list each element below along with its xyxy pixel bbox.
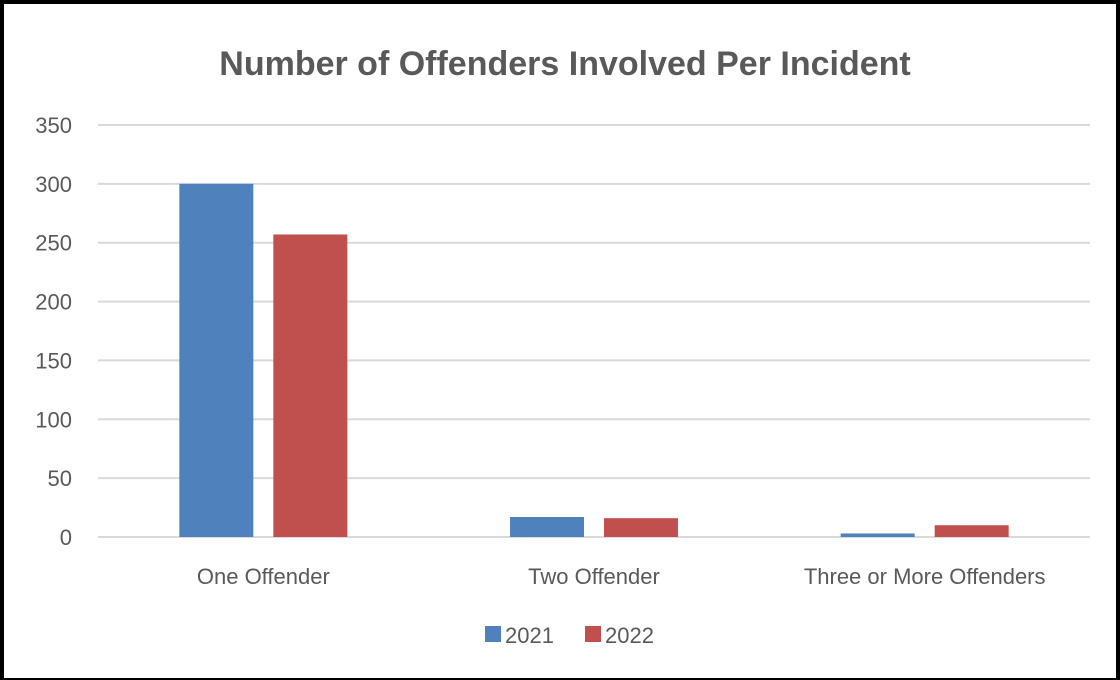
legend-label: 2022 <box>605 623 654 648</box>
gridlines <box>98 124 1090 538</box>
y-tick-label: 300 <box>35 172 72 197</box>
y-tick-label: 350 <box>35 113 72 138</box>
x-category-label: Two Offender <box>528 564 660 589</box>
x-category-label: One Offender <box>197 564 330 589</box>
bar-2021-2 <box>840 533 915 537</box>
x-category-label: Three or More Offenders <box>804 564 1046 589</box>
legend: 2021 2022 <box>485 623 654 648</box>
y-tick-label: 50 <box>48 466 72 491</box>
y-tick-label: 250 <box>35 231 72 256</box>
y-axis-ticks: 0 50 100 150 200 250 300 350 <box>35 113 72 550</box>
legend-swatch-2022 <box>585 626 601 642</box>
bar-2021-0 <box>179 183 254 537</box>
y-tick-label: 150 <box>35 348 72 373</box>
y-tick-label: 200 <box>35 290 72 315</box>
bar-2022-2 <box>934 525 1009 537</box>
x-axis-categories: One Offender Two Offender Three or More Of… <box>197 564 1046 589</box>
bar-2021-1 <box>510 516 584 537</box>
y-tick-label: 100 <box>35 407 72 432</box>
legend-label: 2021 <box>505 623 554 648</box>
chart-title: Number of Offenders Involved Per Inciden… <box>219 45 910 83</box>
bar-2022-1 <box>604 518 678 537</box>
bar-2022-0 <box>273 234 348 537</box>
legend-swatch-2021 <box>485 626 501 642</box>
y-tick-label: 0 <box>60 525 72 550</box>
bars <box>179 183 1009 537</box>
